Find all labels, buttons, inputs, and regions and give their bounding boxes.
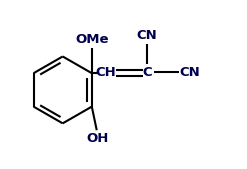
Text: OH: OH: [86, 132, 109, 145]
Text: CN: CN: [179, 66, 200, 79]
Text: CH: CH: [95, 66, 116, 79]
Text: CN: CN: [137, 29, 158, 42]
Text: C: C: [142, 66, 152, 79]
Text: OMe: OMe: [75, 33, 108, 46]
